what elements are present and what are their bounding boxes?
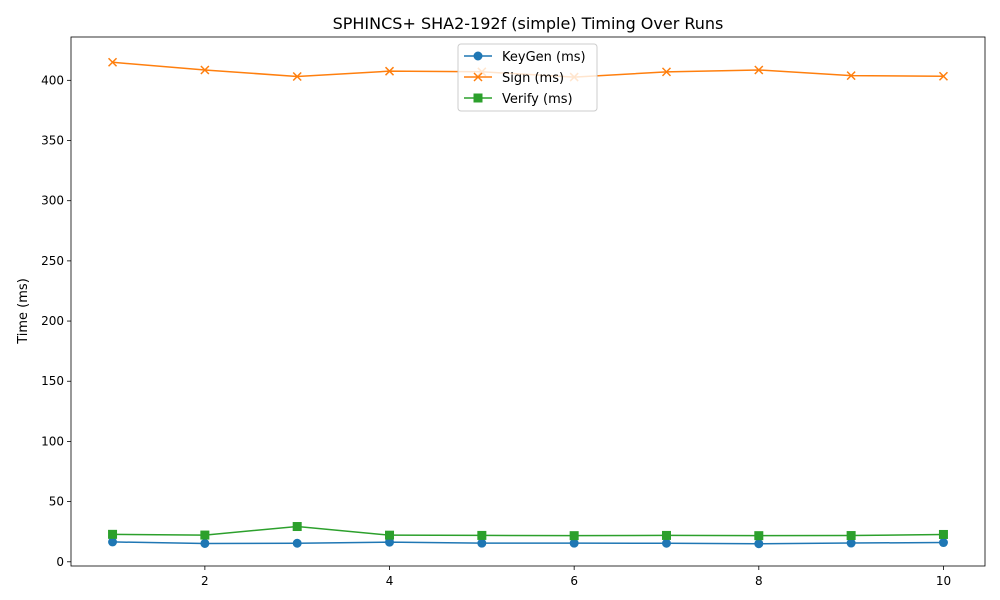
x-marker-stroke [846,71,856,81]
data-point [200,65,210,75]
x-marker-stroke [661,67,672,77]
data-point [661,67,672,77]
x-marker-stroke [200,65,210,75]
y-tick-label: 200 [41,314,64,328]
data-point [938,538,948,548]
x-marker-stroke [473,72,483,82]
data-point [384,66,395,76]
data-point [569,538,579,548]
x-tick-label: 2 [201,574,209,588]
data-point [108,537,118,547]
x-tick-label: 10 [936,574,951,588]
legend-label: KeyGen (ms) [502,50,586,65]
chart-title: SPHINCS+ SHA2-192f (simple) Timing Over … [333,14,724,33]
x-tick-label: 4 [386,574,394,588]
series-line [112,541,944,545]
data-point [661,530,671,540]
data-point [385,530,395,540]
y-tick-label: 400 [41,73,64,87]
y-tick-label: 100 [41,434,64,448]
plot-frame [70,36,986,567]
data-point [477,538,487,548]
y-tick-label: 350 [41,134,64,148]
data-point [292,538,302,548]
data-point [108,529,118,539]
legend-marker [473,93,483,103]
data-point [200,530,210,540]
data-point [292,522,302,532]
data-point [754,539,764,549]
data-point [754,531,764,541]
x-marker-stroke [108,57,118,67]
x-tick-label: 6 [570,574,578,588]
legend-marker [473,51,483,61]
series-layer [108,57,948,549]
legend-item: KeyGen (ms) [464,50,586,65]
legend-marker [473,72,483,82]
y-tick-label: 150 [41,374,64,388]
legend-label: Verify (ms) [502,92,573,107]
data-point [108,57,118,67]
data-point [846,538,856,548]
data-point [477,530,487,540]
series-2 [108,522,948,541]
series-line [112,525,944,537]
y-axis-label: Time (ms) [16,278,31,345]
y-tick-label: 0 [56,555,64,569]
y-tick-label: 300 [41,194,64,208]
data-point [661,538,671,548]
x-tick-label: 8 [755,574,763,588]
legend-item: Verify (ms) [464,92,573,107]
data-point [938,71,948,81]
legend-label: Sign (ms) [502,71,564,86]
x-marker-stroke [754,65,764,75]
x-marker-stroke [384,66,395,76]
y-tick-label: 50 [49,495,64,509]
data-point [754,65,764,75]
x-marker-stroke [292,71,302,82]
y-tick-label: 250 [41,254,64,268]
x-marker-stroke [938,71,948,81]
legend-item: Sign (ms) [464,71,564,86]
data-point [846,71,856,81]
legend: KeyGen (ms) Sign (ms) Verify (ms) [457,43,598,112]
data-point [938,529,948,539]
data-point [846,531,856,541]
legend-box [457,43,598,112]
data-point [292,71,302,82]
data-point [569,531,579,541]
data-point [200,538,210,548]
